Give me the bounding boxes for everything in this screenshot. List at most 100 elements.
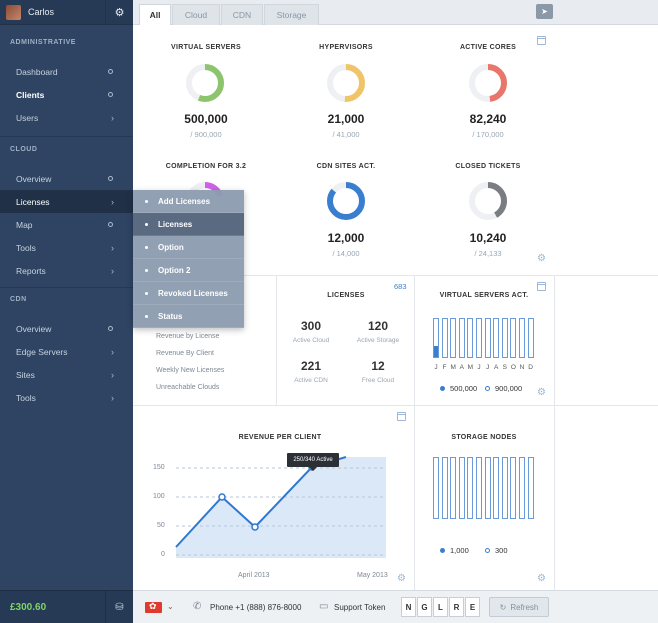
divider xyxy=(0,287,133,288)
sidebar-item-overview[interactable]: Overview xyxy=(0,167,133,190)
menu-item-add-licenses[interactable]: Add Licenses xyxy=(133,190,244,213)
month-label: S xyxy=(502,364,507,371)
gear-icon[interactable]: ⚙ xyxy=(397,573,406,584)
token-char: G xyxy=(417,597,432,617)
license-label: Active Cloud xyxy=(292,337,330,344)
sidebar-item-clients[interactable]: Clients xyxy=(0,83,133,106)
bar xyxy=(450,318,457,358)
sidebar-item-label: Edge Servers xyxy=(16,346,68,357)
kpi-total: / 41,000 xyxy=(332,130,360,139)
refresh-button[interactable]: ↻ Refresh xyxy=(489,597,549,617)
legend-label: 500,000 xyxy=(450,384,478,393)
sidebar-item-users[interactable]: Users › xyxy=(0,106,133,129)
month-label: O xyxy=(510,364,516,371)
sidebar-item-map[interactable]: Map xyxy=(0,213,133,236)
kpi-value: 500,000 xyxy=(184,112,228,126)
sidebar-item-cdn-tools[interactable]: Tools › xyxy=(0,386,133,409)
bar xyxy=(493,457,500,519)
calendar-icon[interactable] xyxy=(397,412,406,421)
chevron-right-icon: › xyxy=(111,392,114,403)
donut-virtual-servers xyxy=(186,64,224,102)
report-link[interactable]: Unreachable Clouds xyxy=(156,384,220,391)
donut-arc xyxy=(327,182,365,220)
username[interactable]: Carlos xyxy=(28,7,55,17)
bottom-bar: ⌄ ✆ Phone +1 (888) 876-8000 ▭ Support To… xyxy=(133,590,658,623)
send-icon[interactable]: ➤ xyxy=(536,4,553,19)
revenue-chart xyxy=(175,456,386,558)
token-char: L xyxy=(433,597,448,617)
chevron-down-icon[interactable]: ⌄ xyxy=(167,602,174,611)
divider xyxy=(554,275,555,590)
menu-item-status[interactable]: Status xyxy=(133,305,244,328)
legend-item: 1,000 xyxy=(440,546,469,555)
divider xyxy=(414,275,415,590)
menu-item-option[interactable]: Option xyxy=(133,236,244,259)
chart-tooltip: 250/340 Active xyxy=(287,453,339,471)
phone-number[interactable]: Phone +1 (888) 876-8000 xyxy=(210,603,302,612)
gear-icon[interactable]: ⚙ xyxy=(537,253,546,264)
bar xyxy=(501,457,508,519)
gear-icon[interactable]: ⚙ xyxy=(537,387,546,398)
flag-icon[interactable] xyxy=(145,601,162,613)
bar xyxy=(493,318,500,358)
sidebar-item-label: Overview xyxy=(16,173,52,184)
legend-label: 900,000 xyxy=(495,384,523,393)
month-label: F xyxy=(442,364,447,371)
user-header: Carlos xyxy=(0,0,133,25)
avatar[interactable] xyxy=(6,4,21,20)
calendar-icon[interactable] xyxy=(537,282,546,291)
chevron-right-icon: › xyxy=(111,112,114,123)
tab-cdn[interactable]: CDN xyxy=(221,4,263,25)
wallet-icon[interactable]: ⛁ xyxy=(105,591,133,623)
bar xyxy=(476,318,482,358)
support-token-label: Support Token xyxy=(334,603,386,612)
divider xyxy=(133,405,658,406)
calendar-icon[interactable] xyxy=(537,36,546,45)
kpi-value: 21,000 xyxy=(327,112,365,126)
sidebar-item-edge-servers[interactable]: Edge Servers › xyxy=(0,340,133,363)
menu-item-option-2[interactable]: Option 2 xyxy=(133,259,244,282)
bar xyxy=(501,318,508,358)
month-label: A xyxy=(494,364,499,371)
license-value: 120 xyxy=(367,319,389,333)
sidebar-item-reports[interactable]: Reports › xyxy=(0,259,133,282)
kpi-label: HYPERVISORS xyxy=(319,44,373,51)
tab-all[interactable]: All xyxy=(139,4,171,25)
balance-bar: £300.60 ⛁ xyxy=(0,590,133,623)
month-label: J xyxy=(434,364,438,371)
month-label: J xyxy=(485,364,490,371)
token-char: N xyxy=(401,597,416,617)
tab-cloud[interactable]: Cloud xyxy=(172,4,220,25)
sidebar-item-sites[interactable]: Sites › xyxy=(0,363,133,386)
data-point xyxy=(251,523,259,531)
divider xyxy=(0,136,133,137)
sidebar-item-tools[interactable]: Tools › xyxy=(0,236,133,259)
kpi-total: / 24,133 xyxy=(474,249,502,258)
refresh-label: Refresh xyxy=(510,602,539,612)
menu-item-revoked-licenses[interactable]: Revoked Licenses xyxy=(133,282,244,305)
gear-icon[interactable]: ⚙ xyxy=(537,573,546,584)
revenue-title: REVENUE PER CLIENT xyxy=(238,434,322,441)
month-label: M xyxy=(467,364,474,371)
legend-dot xyxy=(485,548,490,553)
report-link[interactable]: Revenue By Client xyxy=(156,350,214,357)
kpi-total: / 14,000 xyxy=(332,249,360,258)
circle-icon xyxy=(108,326,113,331)
licenses-dropdown-menu: Add Licenses Licenses Option Option 2 Re… xyxy=(133,190,244,328)
tab-storage[interactable]: Storage xyxy=(264,4,319,25)
sidebar-item-dashboard[interactable]: Dashboard xyxy=(0,60,133,83)
report-link[interactable]: Weekly New Licenses xyxy=(156,367,225,374)
bar xyxy=(450,457,457,519)
sidebar-item-label: Tools xyxy=(16,392,36,403)
sidebar-item-cdn-overview[interactable]: Overview xyxy=(0,317,133,340)
sidebar-item-licenses[interactable]: Licenses › xyxy=(0,190,133,213)
sidebar-item-label: Licenses xyxy=(16,196,50,207)
report-link[interactable]: Revenue by License xyxy=(156,333,220,340)
settings-gear-icon[interactable]: ⚙ xyxy=(105,0,133,25)
section-administrative: ADMINISTRATIVE xyxy=(10,39,76,46)
bar xyxy=(433,457,439,519)
sidebar-item-label: Sites xyxy=(16,369,35,380)
kpi-value: 10,240 xyxy=(469,231,507,245)
menu-item-licenses[interactable]: Licenses xyxy=(133,213,244,236)
legend-item: 500,000 xyxy=(440,384,477,393)
